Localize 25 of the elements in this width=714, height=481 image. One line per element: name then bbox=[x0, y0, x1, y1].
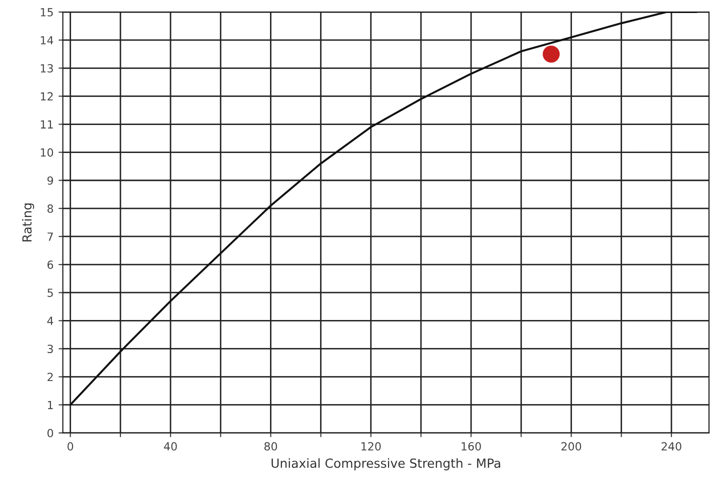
y-tick-label: 4 bbox=[47, 316, 54, 325]
y-tick-label: 10 bbox=[40, 148, 54, 157]
x-tick-label: 0 bbox=[68, 442, 74, 451]
y-tick-label: 13 bbox=[40, 64, 53, 73]
x-tick-label: 120 bbox=[362, 442, 381, 451]
y-tick-label: 3 bbox=[48, 344, 53, 354]
y-tick-label: 5 bbox=[48, 288, 53, 297]
x-tick-label: 200 bbox=[561, 442, 582, 451]
y-tick-label: 6 bbox=[48, 260, 54, 269]
y-tick-label: 15 bbox=[40, 8, 53, 16]
y-axis-title: Rating bbox=[22, 203, 34, 242]
x-tick-label: 160 bbox=[462, 442, 481, 451]
y-tick-label: 2 bbox=[48, 372, 53, 382]
x-axis-title: Uniaxial Compressive Strength - MPa bbox=[272, 458, 500, 470]
x-tick-label: 240 bbox=[662, 442, 682, 451]
y-tick-label: 1 bbox=[48, 400, 53, 410]
y-tick-label: 12 bbox=[40, 92, 53, 100]
y-tick-label: 8 bbox=[47, 204, 54, 213]
y-tick-label: 0 bbox=[47, 428, 54, 438]
y-tick-label: 14 bbox=[40, 36, 54, 44]
y-tick-label: 9 bbox=[47, 176, 54, 185]
x-tick-label: 80 bbox=[264, 442, 278, 451]
x-tick-label: 40 bbox=[164, 442, 177, 451]
y-tick-label: 7 bbox=[48, 232, 53, 241]
y-tick-label: 11 bbox=[40, 120, 53, 128]
